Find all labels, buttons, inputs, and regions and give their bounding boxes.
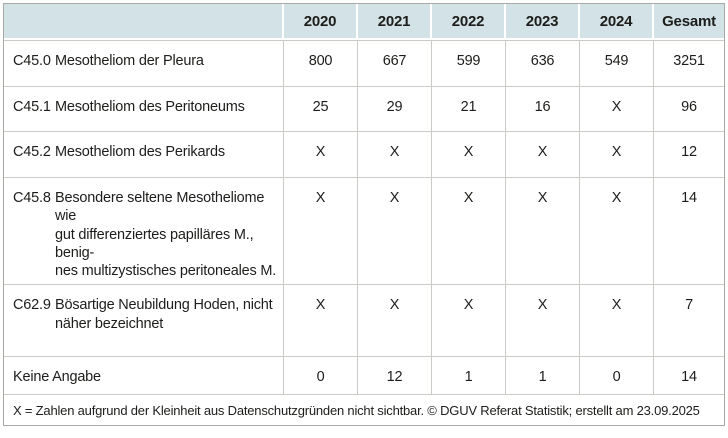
header-corner-cell [4, 4, 284, 40]
value-cell: 667 [358, 40, 432, 86]
value-cell: X [432, 177, 506, 285]
table-row: C45.2 Mesotheliom des Perikards X X X X X 12 [4, 131, 724, 177]
value-cell: 14 [654, 356, 724, 394]
row-label-cell: C62.9 Bösartige Neubildung Hoden, nicht nä… [4, 284, 284, 357]
diagnosis-label: Mesotheliom der Pleura [55, 53, 204, 69]
value-cell: X [580, 131, 654, 177]
value-cell: X [284, 131, 358, 177]
column-header-2021: 2021 [358, 4, 432, 40]
column-header-2023: 2023 [506, 4, 580, 40]
diagnosis-code: C62.9 [13, 297, 51, 314]
value-cell: X [358, 177, 432, 285]
value-cell: 599 [432, 40, 506, 86]
value-cell: X [580, 284, 654, 357]
value-cell: X [506, 131, 580, 177]
value-cell: X [358, 284, 432, 357]
value-cell: 12 [358, 356, 432, 395]
diagnosis-code: C45.1 [13, 99, 51, 115]
footnote-row: X = Zahlen aufgrund der Kleinheit aus Da… [4, 394, 724, 425]
table-footnote: X = Zahlen aufgrund der Kleinheit aus Da… [4, 394, 724, 425]
table-row: Keine Angabe 0 12 1 1 0 14 [4, 356, 724, 395]
diagnosis-label: Bösartige Neubildung Hoden, nicht näher b… [55, 297, 273, 332]
diagnosis-label: Mesotheliom des Peritoneums [55, 99, 245, 115]
value-cell: 12 [654, 131, 724, 177]
statistics-table: 2020 2021 2022 2023 2024 Gesamt C45.0 Mesothel… [3, 3, 725, 427]
value-cell: X [358, 131, 432, 177]
value-cell: X [506, 284, 580, 357]
header-row: 2020 2021 2022 2023 2024 Gesamt [4, 4, 724, 40]
table-row: C62.9 Bösartige Neubildung Hoden, nicht nä… [4, 284, 724, 357]
value-cell: 636 [506, 40, 580, 86]
column-header-2020: 2020 [284, 4, 358, 40]
diagnosis-label: Keine Angabe [13, 369, 101, 386]
value-cell: 25 [284, 86, 358, 131]
value-cell: 96 [654, 86, 724, 131]
diagnosis-code: C45.8 [13, 190, 51, 206]
value-cell: 7 [654, 284, 724, 356]
diagnosis-code: C45.0 [13, 53, 51, 69]
value-cell: 1 [506, 356, 580, 395]
row-label-cell: C45.1 Mesotheliom des Peritoneums [4, 86, 284, 131]
row-label-cell: C45.2 Mesotheliom des Perikards [4, 131, 284, 177]
value-cell: X [432, 284, 506, 357]
value-cell: X [580, 86, 654, 131]
column-header-2024: 2024 [580, 4, 654, 40]
table-row: C45.8 Besondere seltene Mesotheliome wie g… [4, 177, 724, 285]
column-header-gesamt: Gesamt [654, 4, 724, 40]
value-cell: 800 [284, 40, 358, 86]
table-row: C45.0 Mesotheliom der Pleura 800 667 599 636 5… [4, 40, 724, 86]
value-cell: X [284, 284, 358, 357]
value-cell: 16 [506, 86, 580, 131]
diagnosis-code: C45.2 [13, 144, 51, 160]
row-label-cell: Keine Angabe [4, 356, 284, 395]
value-cell: 29 [358, 86, 432, 131]
diagnosis-label: Besondere seltene Mesotheliome wie gut di… [55, 190, 277, 280]
value-cell: 14 [654, 177, 724, 284]
value-cell: X [432, 131, 506, 177]
page: 2020 2021 2022 2023 2024 Gesamt C45.0 Mesothel… [3, 3, 725, 427]
diagnosis-label: Mesotheliom des Perikards [55, 144, 225, 160]
value-cell: 0 [580, 356, 654, 395]
value-cell: 21 [432, 86, 506, 131]
row-label-cell: C45.8 Besondere seltene Mesotheliome wie g… [4, 177, 284, 285]
value-cell: X [580, 177, 654, 285]
value-cell: 3251 [654, 40, 724, 86]
table-row: C45.1 Mesotheliom des Peritoneums 25 29 21 16… [4, 86, 724, 131]
value-cell: 0 [284, 356, 358, 395]
row-label-cell: C45.0 Mesotheliom der Pleura [4, 40, 284, 86]
value-cell: X [284, 177, 358, 285]
column-header-2022: 2022 [432, 4, 506, 40]
value-cell: X [506, 177, 580, 285]
value-cell: 549 [580, 40, 654, 86]
value-cell: 1 [432, 356, 506, 395]
